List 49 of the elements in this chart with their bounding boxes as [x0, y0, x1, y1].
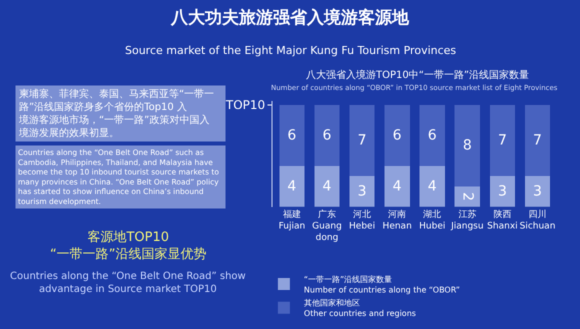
- chart-subtitle: Source market of the Eight Major Kung Fu Tourism Provinces: [125, 44, 456, 57]
- legend-label: “一带一路”沿线国家数量 Number of countries along the “OBOR”: [304, 274, 460, 294]
- bar: [279, 166, 305, 207]
- bar: [279, 104, 305, 166]
- data-label: 4: [428, 178, 437, 194]
- x-tick-label: 湖北 Hubei: [419, 208, 446, 232]
- x-tick-label: 江苏 Jiangsu: [450, 208, 484, 232]
- x-tick-label: 陕西 Shanxi: [487, 208, 518, 232]
- data-label: 6: [428, 127, 437, 144]
- x-tick-label: 福建 Fujian: [278, 208, 306, 232]
- data-label: 8: [462, 138, 472, 154]
- data-label: 6: [322, 127, 332, 144]
- data-label: 7: [358, 132, 367, 149]
- legend-label: 其他国家和地区 Other countries and regions: [304, 298, 416, 318]
- data-label: 7: [498, 132, 507, 149]
- bar: [524, 176, 550, 207]
- x-tick-label: 河北 Hebei: [349, 208, 376, 232]
- data-label: 3: [533, 183, 542, 200]
- data-label: 6: [287, 127, 296, 144]
- text: 八大强省入境游TOP10中“一带一路”沿线国家数量: [306, 69, 530, 81]
- x-tick-label: 广东 Guang dong: [312, 208, 342, 244]
- bar: [314, 104, 340, 166]
- bar: [490, 104, 516, 176]
- text: 客源地TOP10 “一带一路”沿线国家显优势: [50, 229, 206, 262]
- data-label: 4: [287, 178, 296, 194]
- y-tick-label: TOP10: [224, 98, 266, 112]
- data-label: 6: [392, 127, 402, 144]
- bar: [314, 166, 340, 207]
- bar: [490, 176, 516, 207]
- data-label: 3: [358, 183, 367, 200]
- bar: [420, 166, 445, 207]
- data-label: 4: [322, 178, 332, 194]
- bar: [420, 104, 445, 166]
- x-tick-label: 四川 Sichuan: [520, 208, 556, 232]
- bar: [384, 104, 410, 166]
- text: 柬埔寨、菲律宾、泰国、马来西亚等“一带一路”沿线国家跻身多个省份的Top10 入境游客源地市场，“一带一路”政策对中国入境游发展的效果初显。: [18, 88, 214, 139]
- data-label: 7: [533, 132, 542, 149]
- data-label: 2: [459, 192, 476, 202]
- bar: [524, 104, 550, 176]
- data-label: 4: [392, 178, 402, 194]
- x-tick-label: 河南 Henan: [382, 208, 412, 232]
- bar: [454, 104, 480, 186]
- chart-title: 八大功夫旅游强省入境游客源地: [170, 8, 410, 28]
- bar: [349, 104, 375, 176]
- bar: [349, 176, 375, 207]
- bar: [384, 166, 410, 207]
- bar: [454, 186, 480, 207]
- data-label: 3: [498, 183, 507, 200]
- text: Countries along the “One Belt One Road” show advantage in Source market TOP10: [10, 271, 246, 295]
